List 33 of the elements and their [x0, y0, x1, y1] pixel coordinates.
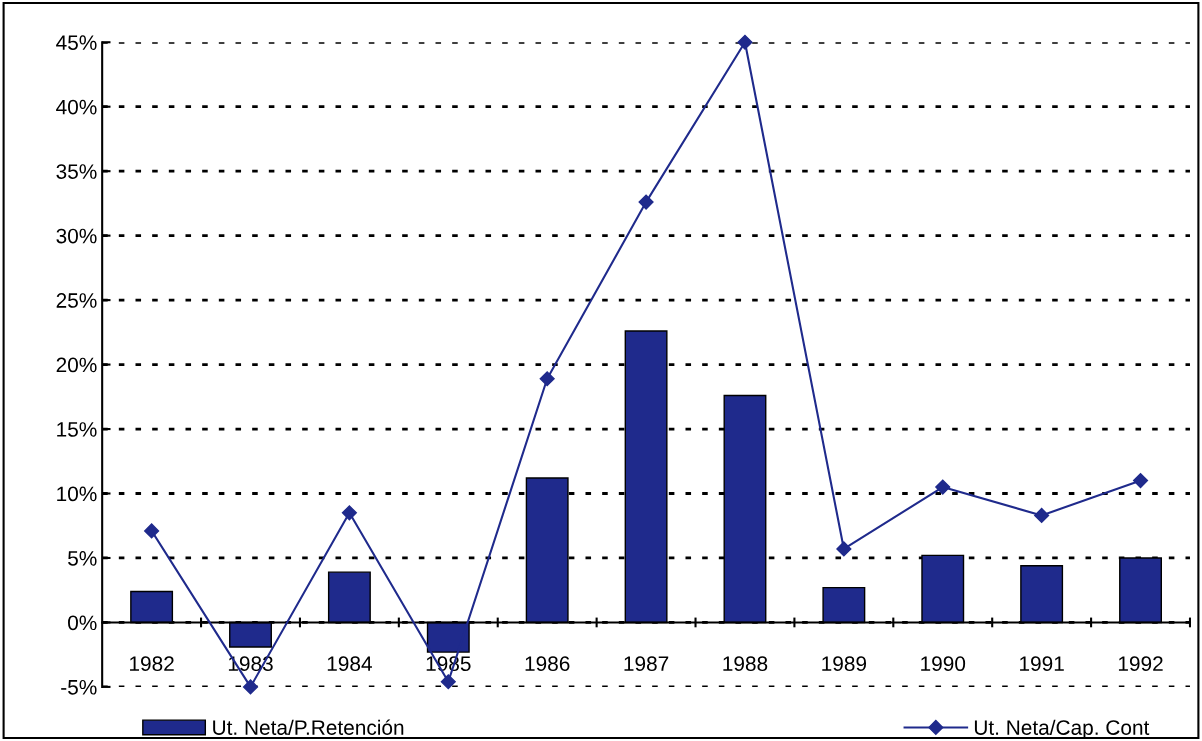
y-tick-label: -5%: [61, 680, 97, 695]
point: [638, 194, 654, 210]
point: [341, 505, 357, 521]
x-tick-label: 1986: [525, 656, 570, 672]
x-tick-label: 1990: [921, 656, 966, 672]
x-tick-label: 1987: [624, 656, 669, 672]
x-tick-label: 1984: [327, 656, 372, 672]
y-tick-label: 25%: [56, 293, 97, 308]
y-tick-label: 35%: [56, 164, 97, 179]
legend-label: Ut. Neta/Cap. Cont: [974, 719, 1150, 740]
y-tick-label: 20%: [56, 357, 97, 373]
y-tick-label: 10%: [57, 486, 97, 502]
point: [242, 679, 259, 695]
point: [836, 541, 852, 557]
point: [1034, 507, 1050, 523]
y-tick-label: 40%: [56, 99, 97, 115]
point: [440, 674, 456, 690]
y-tick-label: 15%: [57, 422, 97, 437]
y-tick-label: 45%: [56, 35, 97, 50]
x-tick-label: 1982: [130, 656, 174, 672]
x-tick-label: 1988: [723, 656, 768, 672]
point: [935, 479, 951, 495]
y-tick-label: 5%: [68, 551, 97, 566]
x-tick-label: 1991: [1020, 656, 1064, 672]
point: [539, 371, 555, 387]
y-tick-label: 0%: [68, 615, 97, 631]
point: [1132, 473, 1149, 489]
y-tick-label: 30%: [56, 228, 97, 244]
legend-label: Ut. Neta/P.Retención: [213, 719, 404, 735]
x-tick-label: 1989: [822, 656, 867, 672]
x-tick-label: 1992: [1118, 656, 1163, 672]
point: [737, 34, 753, 50]
point: [144, 523, 160, 539]
